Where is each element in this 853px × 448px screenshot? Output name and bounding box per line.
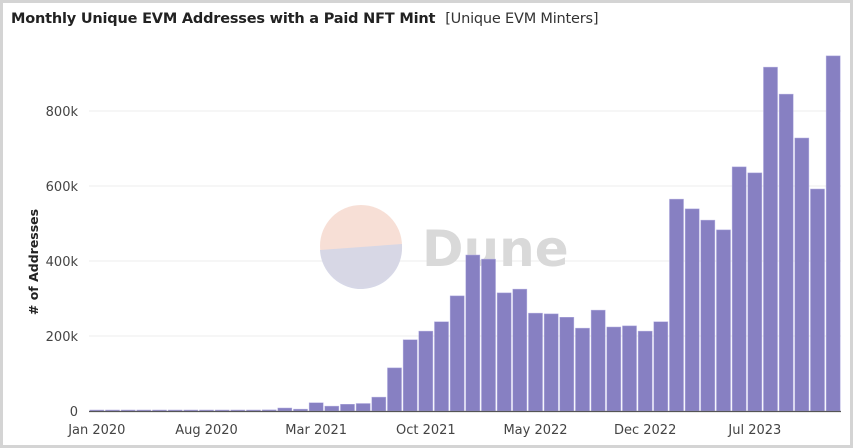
y-tick-label: 200k <box>46 330 79 345</box>
bar-2023-11[interactable] <box>810 188 825 412</box>
bar-2021-09[interactable] <box>402 339 418 412</box>
x-tick-label: Jul 2023 <box>727 423 781 438</box>
bar-2022-12[interactable] <box>637 330 653 412</box>
chart-title-text: Monthly Unique EVM Addresses with a Paid… <box>11 11 436 27</box>
bar-2021-03[interactable] <box>308 402 324 412</box>
bar-2021-07[interactable] <box>371 396 387 412</box>
x-tick-label: Oct 2021 <box>396 423 456 438</box>
bar-2021-04[interactable] <box>324 405 340 412</box>
bar-2020-08[interactable] <box>199 409 214 412</box>
bar-2023-09[interactable] <box>778 93 794 412</box>
x-tick-label: May 2022 <box>503 423 567 438</box>
bar-2021-12[interactable] <box>449 295 465 412</box>
y-tick-label: 800k <box>46 105 79 120</box>
bar-2020-12[interactable] <box>261 409 277 412</box>
bar-2020-09[interactable] <box>214 409 230 412</box>
bar-2020-07[interactable] <box>183 409 199 412</box>
bar-2022-09[interactable] <box>590 309 606 412</box>
bar-2020-06[interactable] <box>167 409 183 412</box>
chart-subtitle: [Unique EVM Minters] <box>445 11 599 27</box>
x-tick-label: Jan 2020 <box>67 423 125 438</box>
x-tick-label: Dec 2022 <box>614 423 676 438</box>
bar-2021-01[interactable] <box>277 407 293 412</box>
bar-2023-07[interactable] <box>747 172 763 412</box>
y-tick-label: 400k <box>46 255 79 270</box>
bar-2022-02[interactable] <box>481 258 496 412</box>
y-axis-label: # of Addresses <box>26 209 41 315</box>
dune-watermark: Dune <box>320 205 569 290</box>
bar-2021-08[interactable] <box>387 367 402 412</box>
bar-2020-01[interactable] <box>89 409 105 412</box>
x-tick-label: Mar 2021 <box>285 423 347 438</box>
bar-2020-05[interactable] <box>152 409 167 412</box>
bar-2020-10[interactable] <box>230 409 246 412</box>
bar-2022-07[interactable] <box>559 317 575 412</box>
bar-2020-02[interactable] <box>105 409 120 412</box>
bar-2021-02[interactable] <box>293 408 308 412</box>
y-tick-label: 0 <box>70 405 78 420</box>
bar-2023-12[interactable] <box>825 55 841 412</box>
bar-2021-11[interactable] <box>434 321 449 412</box>
bar-2023-06[interactable] <box>731 166 747 412</box>
bar-2022-06[interactable] <box>543 313 559 412</box>
bar-2022-04[interactable] <box>512 288 528 412</box>
bar-2021-10[interactable] <box>418 330 434 412</box>
x-tick-label: Aug 2020 <box>175 423 238 438</box>
bar-2020-04[interactable] <box>136 409 152 412</box>
bar-2022-03[interactable] <box>496 292 512 412</box>
y-tick-label: 600k <box>46 180 79 195</box>
bar-2023-08[interactable] <box>763 66 778 412</box>
bar-2021-05[interactable] <box>340 404 355 412</box>
bar-2020-03[interactable] <box>120 409 136 412</box>
bar-2022-11[interactable] <box>622 325 637 412</box>
bar-2021-06[interactable] <box>355 403 371 412</box>
bar-2022-01[interactable] <box>465 254 481 412</box>
bar-2022-05[interactable] <box>528 312 543 412</box>
bar-2023-05[interactable] <box>716 229 731 412</box>
bar-2023-04[interactable] <box>700 219 716 412</box>
bar-2020-11[interactable] <box>246 409 261 412</box>
bar-2023-01[interactable] <box>653 321 669 412</box>
bar-2023-02[interactable] <box>669 198 684 412</box>
dune-logo-lower <box>320 244 403 290</box>
bar-2023-10[interactable] <box>794 137 810 412</box>
chart-title: Monthly Unique EVM Addresses with a Paid… <box>11 11 599 27</box>
bar-2023-03[interactable] <box>684 208 700 412</box>
bar-2022-10[interactable] <box>606 326 622 412</box>
bar-2022-08[interactable] <box>575 327 590 412</box>
